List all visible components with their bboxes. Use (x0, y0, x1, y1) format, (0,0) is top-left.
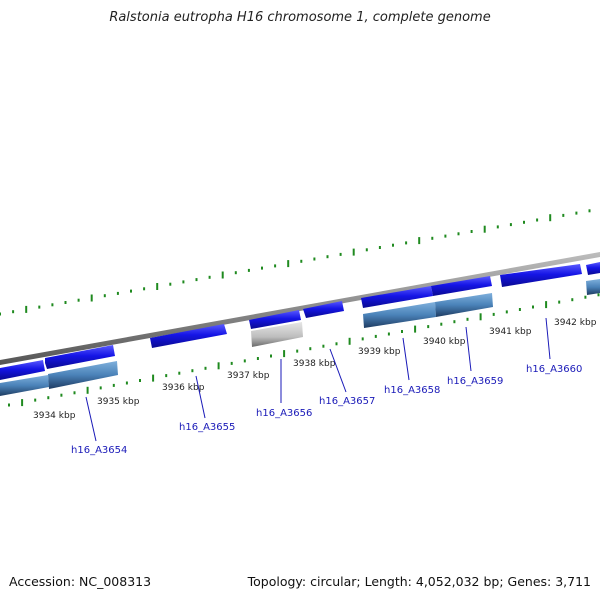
leader-line (85, 396, 97, 442)
pseudo-gene-bar[interactable] (251, 322, 303, 347)
cds-arrow[interactable] (361, 286, 433, 308)
cds-arrow[interactable] (45, 345, 115, 369)
kbp-label: 3935 kbp (97, 397, 140, 407)
cds-arrow[interactable] (0, 360, 45, 380)
gene-bar[interactable] (0, 375, 49, 396)
leader-line (545, 317, 551, 360)
lower-tick-row (8, 293, 600, 407)
cds-arrow[interactable] (303, 301, 344, 318)
leader-line (402, 337, 410, 381)
kbp-label: 3942 kbp (554, 318, 597, 328)
gene-label[interactable]: h16_A3657 (319, 396, 375, 407)
leader-line (195, 375, 206, 419)
gene-label[interactable]: h16_A3659 (447, 376, 503, 387)
kbp-label: 3938 kbp (293, 359, 336, 369)
upper-tick-row (0, 209, 591, 316)
gene-bar[interactable] (435, 293, 493, 317)
map-title: Ralstonia eutropha H16 chromosome 1, com… (109, 10, 491, 25)
gene-label[interactable]: h16_A3655 (179, 422, 235, 433)
gene-label[interactable]: h16_A3660 (526, 364, 582, 375)
gene-label[interactable]: h16_A3656 (256, 408, 312, 419)
leader-line (465, 326, 472, 372)
gene-features (0, 262, 600, 396)
gene-labels: h16_A3654 h16_A3655 h16_A3656 h16_A3657 … (71, 364, 582, 456)
cds-arrow[interactable] (249, 310, 301, 329)
kbp-label: 3934 kbp (33, 411, 76, 421)
gene-label[interactable]: h16_A3658 (384, 385, 440, 396)
gene-bar[interactable] (363, 302, 436, 328)
label-leaders (85, 317, 551, 442)
kbp-label: 3936 kbp (162, 383, 205, 393)
kbp-label: 3940 kbp (423, 337, 466, 347)
cds-arrow[interactable] (586, 262, 600, 275)
kbp-label: 3937 kbp (227, 371, 270, 381)
cds-arrow[interactable] (431, 276, 492, 296)
gene-label[interactable]: h16_A3654 (71, 445, 127, 456)
kbp-label: 3941 kbp (489, 327, 532, 337)
sequence-backbone (0, 252, 600, 365)
leader-line (329, 348, 347, 393)
gene-bar[interactable] (48, 361, 118, 389)
genome-summary-text: Topology: circular; Length: 4,052,032 bp… (247, 574, 591, 589)
cds-arrow[interactable] (500, 264, 582, 287)
kbp-label: 3939 kbp (358, 347, 401, 357)
gene-bar[interactable] (586, 279, 600, 295)
cds-arrow[interactable] (150, 324, 227, 348)
accession-text: Accession: NC_008313 (9, 574, 152, 589)
kbp-labels: 3934 kbp 3935 kbp 3936 kbp 3937 kbp 3938… (33, 318, 597, 421)
